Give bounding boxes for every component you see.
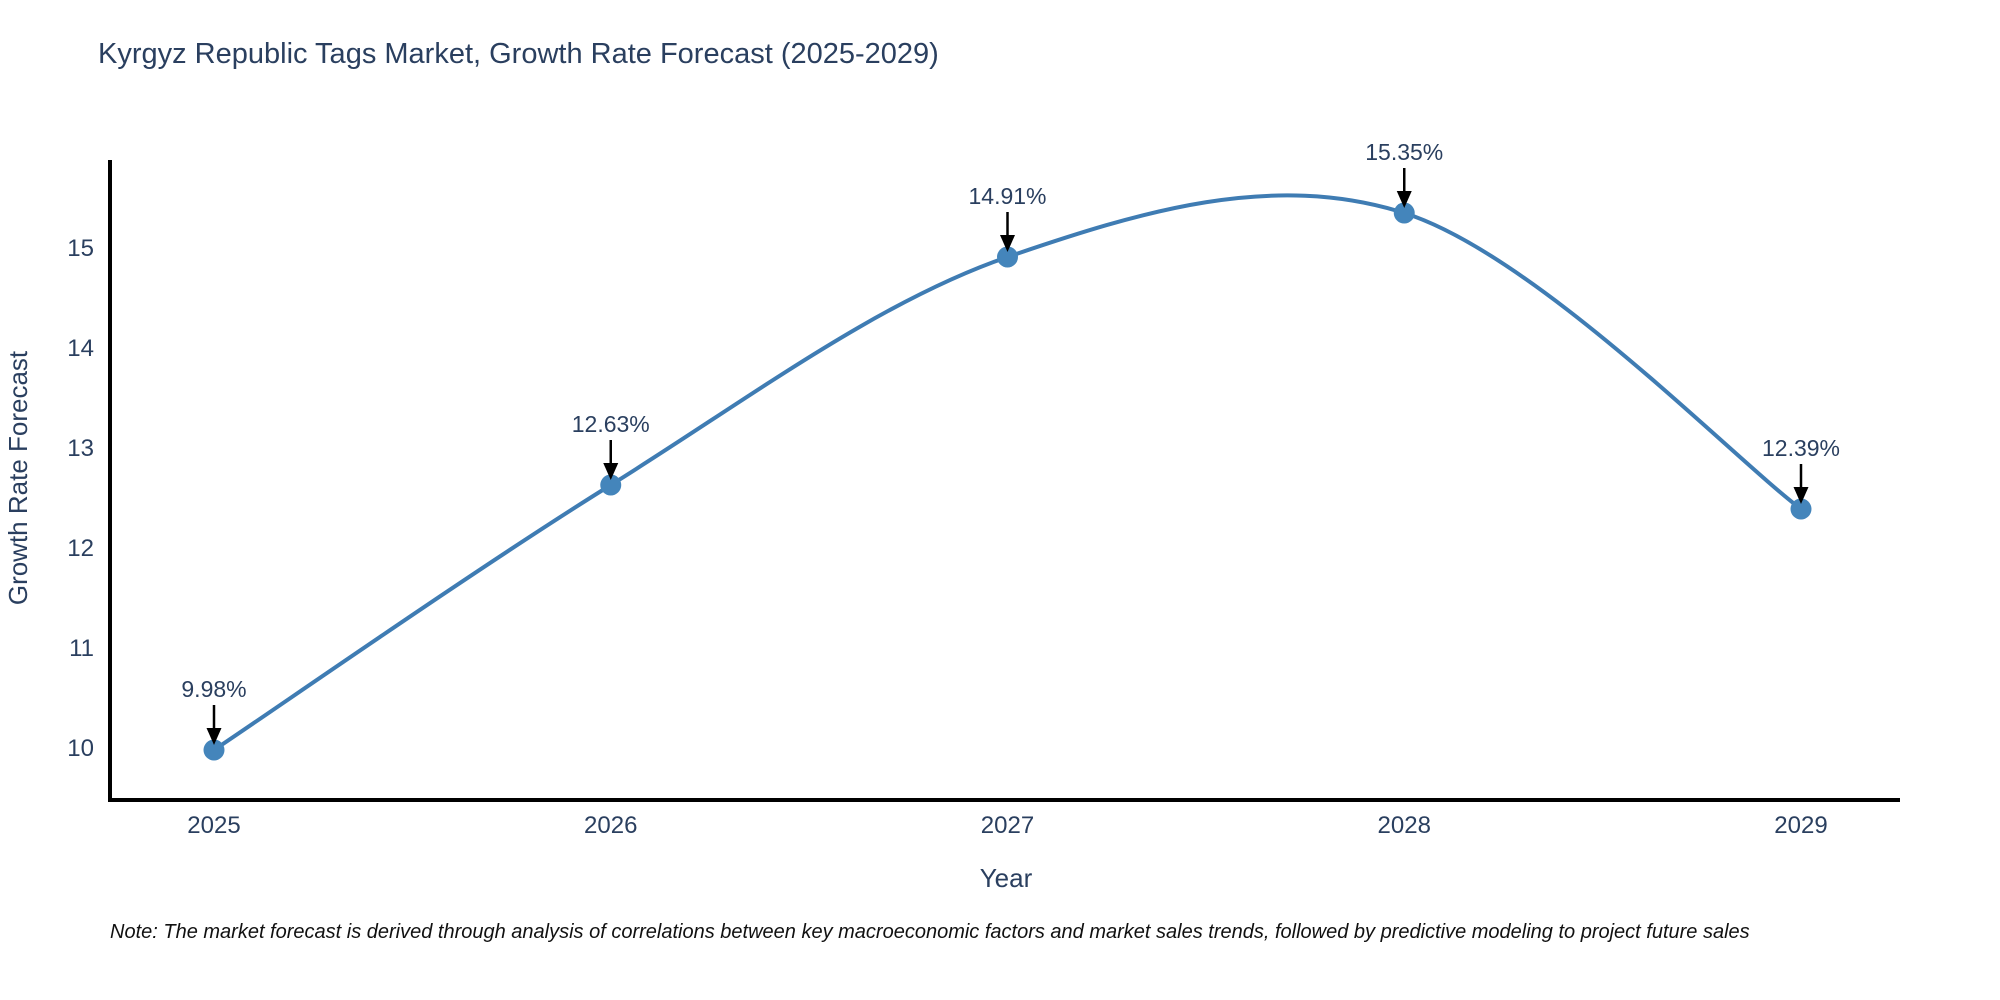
data-point-2027 — [997, 246, 1018, 268]
data-point-2025 — [203, 739, 225, 761]
footnote: Note: The market forecast is derived thr… — [110, 921, 1750, 943]
y-tick-label: 11 — [69, 635, 94, 662]
annotation-arrowhead — [1000, 235, 1015, 252]
x-tick-label: 2025 — [187, 812, 240, 839]
forecast-line — [212, 193, 1803, 752]
annotation-arrowhead — [1396, 191, 1412, 208]
x-tick-label: 2029 — [1774, 812, 1827, 839]
data-point-2028 — [1393, 202, 1415, 224]
x-tick-label: 2026 — [584, 812, 637, 839]
y-tick-label: 12 — [67, 535, 94, 562]
data-point-2029 — [1790, 498, 1812, 520]
data-point-label: 12.63% — [572, 411, 650, 437]
y-tick-label: 13 — [67, 435, 94, 462]
x-tick-label: 2028 — [1378, 812, 1431, 839]
chart-title: Kyrgyz Republic Tags Market, Growth Rate… — [98, 38, 939, 70]
data-point-label: 14.91% — [968, 183, 1046, 209]
y-tick-label: 15 — [67, 235, 94, 262]
data-point-label: 15.35% — [1365, 139, 1443, 165]
annotation-arrowhead — [1793, 487, 1809, 504]
x-axis-title: Year — [980, 863, 1033, 893]
data-point-label: 12.39% — [1762, 435, 1840, 461]
y-tick-label: 10 — [67, 735, 94, 762]
data-point-label: 9.98% — [181, 676, 246, 702]
y-tick-label: 14 — [67, 335, 94, 362]
data-point-2026 — [600, 474, 622, 496]
x-tick-label: 2027 — [981, 812, 1034, 839]
annotation-arrowhead — [603, 463, 619, 480]
annotation-arrowhead — [206, 728, 222, 745]
y-axis-title: Growth Rate Forecast — [3, 350, 33, 605]
